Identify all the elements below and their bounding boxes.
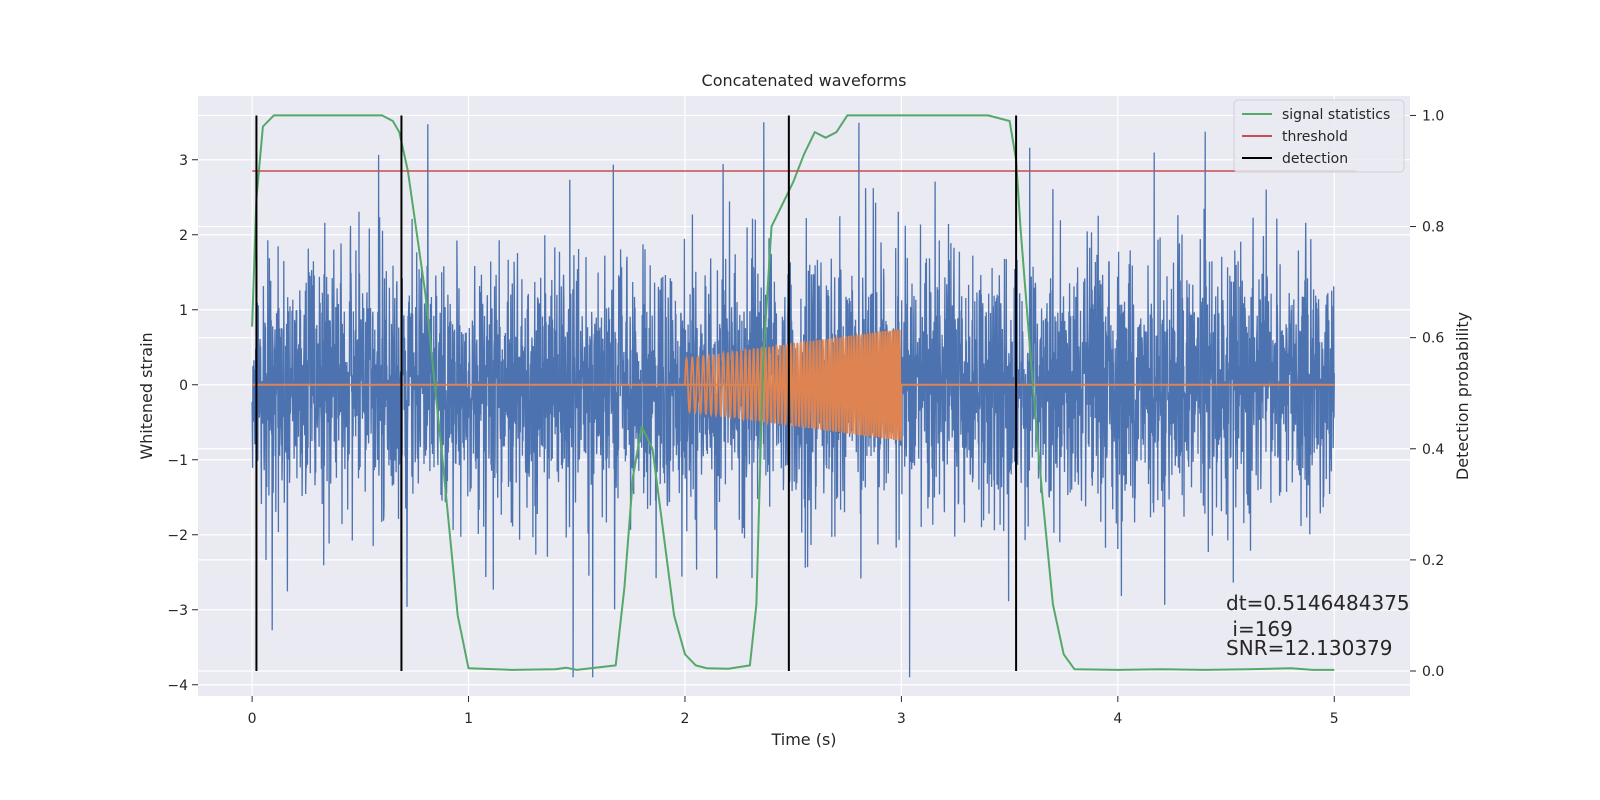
x-tick-label: 1 [464,711,473,727]
y2-tick-label: 0.4 [1422,442,1444,458]
y-tick-label: −4 [167,678,188,694]
injection-chirp [684,329,903,441]
y-tick-label: −2 [167,528,188,544]
chart-title: Concatenated waveforms [702,71,907,90]
y-tick-label: −3 [167,603,188,619]
x-tick-label: 3 [897,711,906,727]
legend-label-threshold: threshold [1282,129,1348,145]
signal-statistics-line [251,114,1335,671]
y2-tick-label: 1.0 [1422,108,1444,124]
legend-label-detection: detection [1282,151,1348,167]
legend: signal statistics threshold detection [1233,99,1405,173]
x-tick-label: 4 [1113,711,1122,727]
y-tick-label: −1 [167,453,188,469]
annotations: dt=0.5146484375 i=169 SNR=12.130379 [1226,591,1410,660]
x-axis-label: Time (s) [770,730,836,749]
y2-tick-label: 0.2 [1422,553,1444,569]
x-axis: 0 1 2 3 4 5 [248,696,1339,727]
y2-axis-label: Detection probability [1453,312,1472,480]
detection-series [255,115,1018,671]
y2-tick-label: 0.6 [1422,331,1444,347]
annotation-i: i=169 [1226,617,1293,641]
y-tick-label: 3 [179,153,188,169]
annotation-snr: SNR=12.130379 [1226,636,1392,660]
plot-content [251,114,1335,678]
y-axis-right: 0.0 0.2 0.4 0.6 0.8 1.0 [1410,108,1444,680]
injection-series [252,329,1335,441]
y-axis-left: −4 −3 −2 −1 0 1 2 3 [167,153,198,694]
y-axis-label: Whitened strain [137,332,156,459]
y2-tick-label: 0.8 [1422,220,1444,236]
annotation-dt: dt=0.5146484375 [1226,591,1410,615]
y-tick-label: 0 [179,378,188,394]
legend-box [1233,99,1405,173]
legend-label-signal-statistics: signal statistics [1282,107,1390,123]
y2-tick-label: 0.0 [1422,664,1444,680]
y-tick-label: 1 [179,303,188,319]
x-tick-label: 2 [681,711,690,727]
x-tick-label: 0 [248,711,257,727]
signal-statistics-series [251,114,1335,671]
y-tick-label: 2 [179,228,188,244]
x-tick-label: 5 [1330,711,1339,727]
